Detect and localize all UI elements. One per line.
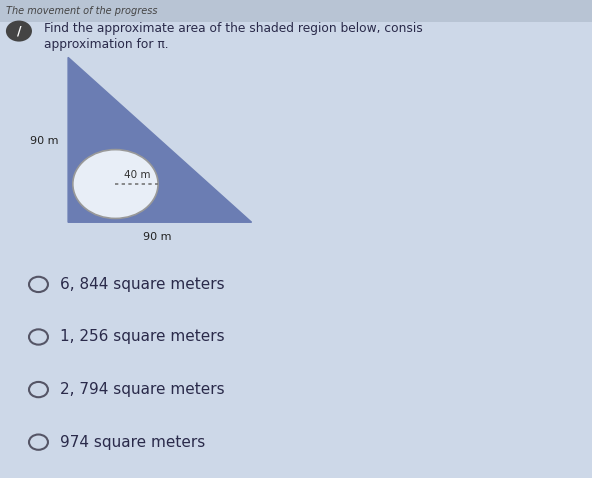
Text: approximation for π.: approximation for π. [44,38,169,51]
Circle shape [73,150,158,218]
Text: 6, 844 square meters: 6, 844 square meters [60,277,224,292]
Circle shape [6,21,32,42]
Text: 90 m: 90 m [143,232,171,242]
Text: 2, 794 square meters: 2, 794 square meters [60,382,224,397]
Text: 90 m: 90 m [30,136,59,146]
Text: The movement of the progress: The movement of the progress [6,6,157,16]
Text: Find the approximate area of the shaded region below, consis: Find the approximate area of the shaded … [44,22,423,35]
Text: 1, 256 square meters: 1, 256 square meters [60,329,224,345]
Text: 974 square meters: 974 square meters [60,435,205,450]
Polygon shape [68,57,252,222]
Text: /: / [17,24,21,38]
Bar [0,0,592,22]
Text: 40 m: 40 m [124,170,150,180]
